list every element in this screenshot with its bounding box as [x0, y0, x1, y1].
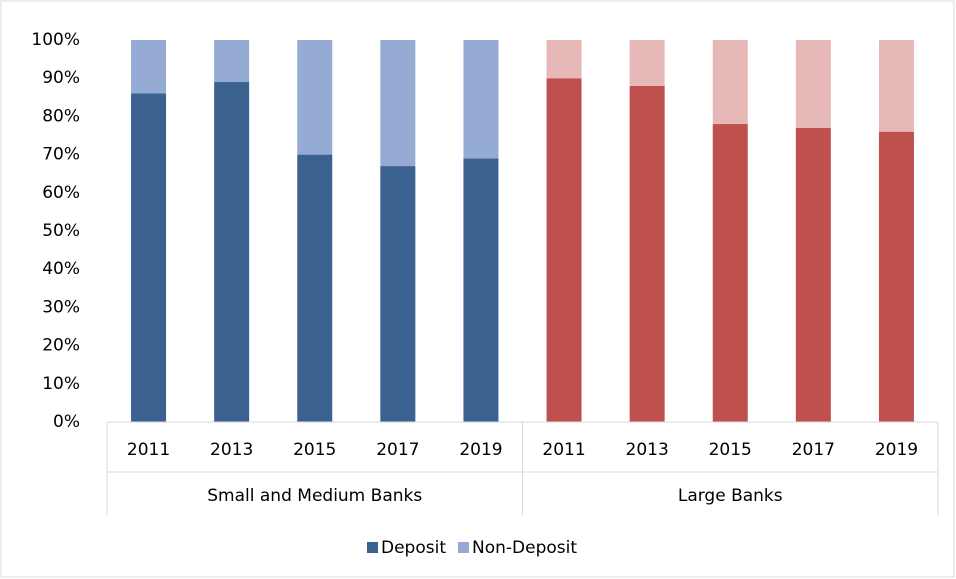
- bar-segment: [629, 85, 665, 422]
- y-tick-label: 40%: [42, 259, 80, 279]
- y-tick-label: 60%: [42, 183, 80, 203]
- x-tick-label: 2015: [293, 440, 336, 460]
- y-tick-label: 80%: [42, 106, 80, 126]
- legend-label: Non-Deposit: [472, 538, 577, 558]
- bar-segment: [795, 127, 831, 423]
- x-tick-label: 2011: [127, 440, 170, 460]
- x-tick-label: 2013: [626, 440, 669, 460]
- y-tick-label: 50%: [42, 221, 80, 241]
- bar-segment: [795, 40, 831, 128]
- y-tick-label: 70%: [42, 145, 80, 165]
- y-tick-label: 100%: [31, 30, 80, 50]
- y-tick-label: 30%: [42, 297, 80, 317]
- bar-segment: [380, 166, 416, 422]
- y-tick-label: 90%: [42, 68, 80, 88]
- x-tick-label: 2017: [376, 440, 419, 460]
- bar-segment: [380, 40, 416, 167]
- bar-segment: [712, 124, 748, 422]
- y-tick-label: 20%: [42, 336, 80, 356]
- x-tick-label: 2019: [875, 440, 918, 460]
- group-label: Small and Medium Banks: [207, 486, 422, 506]
- y-tick-label: 0%: [53, 412, 80, 432]
- bar-segment: [463, 40, 499, 159]
- x-tick-label: 2011: [542, 440, 585, 460]
- x-tick-label: 2019: [459, 440, 502, 460]
- bar-segment: [463, 158, 499, 423]
- bar-segment: [546, 78, 582, 422]
- bar-segment: [878, 131, 914, 422]
- x-tick-label: 2015: [709, 440, 752, 460]
- bar-segment: [878, 40, 914, 132]
- bar-segment: [214, 40, 250, 83]
- bar-segment: [546, 40, 582, 79]
- bar-segment: [629, 40, 665, 86]
- legend-swatch: [458, 542, 469, 553]
- y-tick-label: 10%: [42, 374, 80, 394]
- bar-segment: [297, 154, 333, 422]
- bar-segment: [712, 40, 748, 125]
- legend-swatch: [367, 542, 378, 553]
- bar-segment: [214, 82, 250, 423]
- group-label: Large Banks: [678, 486, 783, 506]
- bar-segment: [131, 40, 167, 94]
- x-tick-label: 2013: [210, 440, 253, 460]
- bar-segment: [131, 93, 167, 422]
- x-tick-label: 2017: [792, 440, 835, 460]
- bar-segment: [297, 40, 333, 155]
- legend-label: Deposit: [381, 538, 446, 558]
